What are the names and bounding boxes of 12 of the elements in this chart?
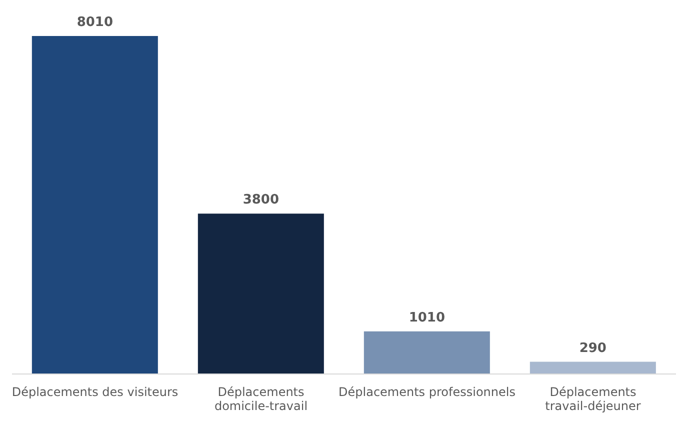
x-tick-label: Déplacements professionnels [338, 385, 516, 399]
bar [364, 331, 490, 374]
bar [32, 36, 158, 374]
data-label: 1010 [408, 310, 446, 326]
data-label: 8010 [76, 15, 114, 30]
bar [198, 214, 324, 374]
x-tick-label: Déplacements travail-déjeuner [545, 385, 641, 413]
data-label: 290 [579, 340, 606, 356]
x-tick-label: Déplacements domicile-travail [214, 385, 308, 413]
bar [530, 362, 656, 374]
data-label: 3800 [242, 192, 280, 208]
x-tick-label: Déplacements des visiteurs [12, 385, 178, 399]
